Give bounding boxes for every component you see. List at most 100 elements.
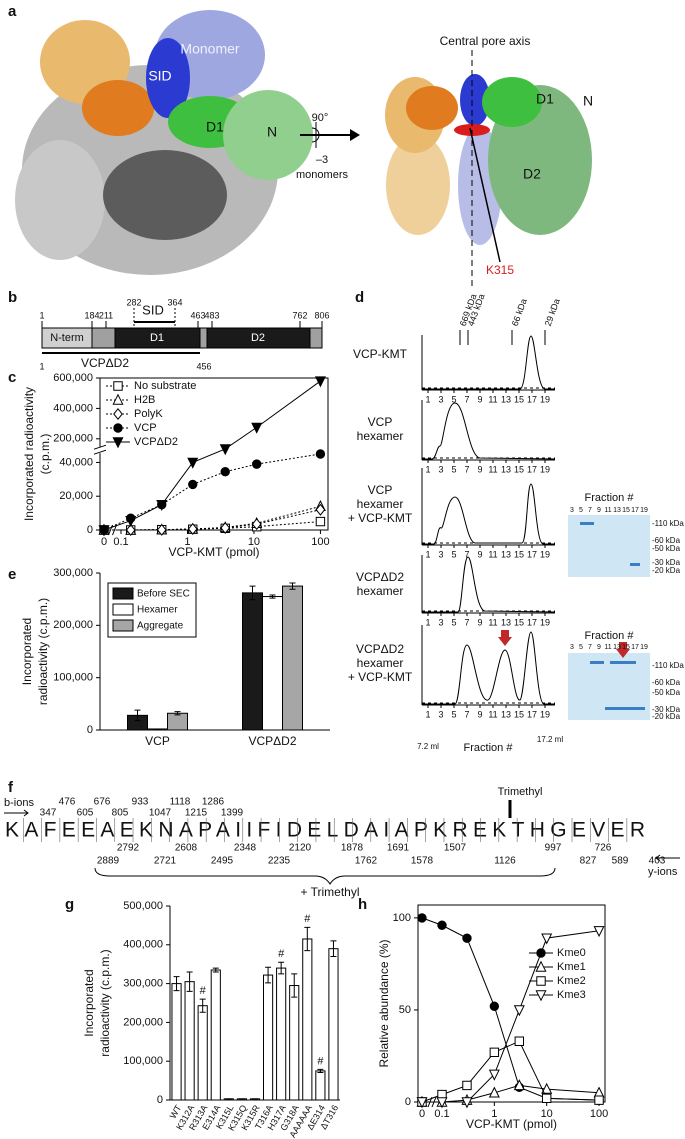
marker — [156, 523, 167, 536]
position: 282 — [126, 297, 141, 307]
gel-fraction: 13 — [613, 644, 621, 651]
gel-marker: -20 kDa — [652, 566, 681, 575]
label: N — [583, 93, 593, 109]
marker — [489, 1047, 500, 1057]
y-axis-label: Incorporated — [82, 969, 96, 1036]
y-tick-label: 100 — [393, 912, 411, 924]
marker — [188, 479, 198, 490]
trace — [422, 483, 555, 545]
row-label: VCPΔD2 — [356, 570, 404, 584]
position: 806 — [314, 310, 329, 320]
fraction: 13 — [501, 549, 511, 559]
structure — [15, 140, 105, 260]
row-label: VCP — [368, 483, 393, 497]
y-ion: 827 — [580, 856, 597, 867]
legend-swatch — [112, 619, 134, 632]
row-label: hexamer — [357, 429, 404, 443]
fraction: 11 — [488, 549, 497, 559]
gel-marker: -60 kDa — [652, 678, 681, 687]
row-label: + VCP-KMT — [348, 670, 413, 684]
row-label: + VCP-KMT — [348, 511, 413, 525]
y-ion: 1578 — [411, 856, 434, 867]
bar — [262, 596, 283, 731]
fraction: 9 — [477, 709, 482, 719]
fraction: 5 — [451, 709, 456, 719]
legend-marker — [113, 408, 123, 420]
gel-marker: -30 kDa — [652, 705, 681, 714]
marker — [417, 913, 427, 923]
y-tick-label: 400,000 — [123, 939, 163, 951]
fraction: 19 — [540, 464, 550, 474]
legend-label: Kme3 — [557, 989, 586, 1001]
bar — [184, 981, 195, 1101]
fraction: 13 — [501, 617, 511, 627]
position: 364 — [167, 297, 182, 307]
b-ion: 1047 — [149, 808, 172, 819]
gel-title: Fraction # — [585, 492, 635, 504]
row-label: VCPΔD2 — [356, 642, 404, 656]
gel-fraction: 17 — [631, 507, 639, 514]
legend-marker — [536, 976, 546, 986]
line — [104, 509, 321, 531]
y-ion: 2792 — [117, 843, 140, 854]
b-ion: 1215 — [185, 808, 208, 819]
marker — [489, 1001, 500, 1011]
error-bar — [291, 973, 298, 998]
x-axis-label: VCP-KMT (pmol) — [168, 545, 259, 559]
x-axis-label: Fraction # — [464, 742, 514, 754]
fraction: 17 — [527, 464, 537, 474]
position: 463 — [190, 310, 205, 320]
fraction: 1 — [425, 709, 430, 719]
label: SID — [148, 68, 171, 84]
line — [421, 1040, 600, 1103]
domain-label: D2 — [251, 332, 265, 344]
label: N — [267, 124, 277, 140]
annotation: # — [200, 985, 207, 997]
modification: Trimethyl — [498, 786, 543, 798]
gel-fraction: 7 — [588, 507, 592, 514]
y-tick-label: 0 — [87, 724, 93, 736]
position: 184 — [84, 310, 99, 320]
volume: 17.2 ml — [537, 735, 563, 744]
y-tick-label: 300,000 — [123, 978, 163, 990]
marker — [125, 524, 136, 536]
marker — [488, 1086, 500, 1098]
y-tick-label: 200,000 — [53, 619, 93, 631]
legend-label: Kme2 — [557, 975, 586, 987]
fraction: 5 — [451, 464, 456, 474]
marker — [219, 444, 231, 456]
domain-label: D1 — [150, 332, 164, 344]
fraction: 7 — [464, 394, 469, 404]
gel-band — [580, 522, 594, 525]
gel-fraction: 11 — [604, 507, 611, 514]
y-ion: 589 — [612, 856, 629, 867]
error-bar — [173, 976, 180, 992]
y-tick-label: 100,000 — [53, 672, 93, 684]
trace — [422, 402, 556, 460]
bar — [282, 585, 303, 731]
y-tick-label: 600,000 — [53, 372, 93, 384]
error-bar — [199, 998, 206, 1013]
frame — [99, 377, 329, 531]
position: 1 — [39, 361, 44, 371]
y-ion: 1507 — [444, 843, 467, 854]
fraction: 5 — [451, 394, 456, 404]
fraction: 7 — [464, 549, 469, 559]
row-label: hexamer — [357, 497, 404, 511]
marker — [125, 516, 137, 528]
fraction: 1 — [425, 549, 430, 559]
fraction: 15 — [514, 617, 524, 627]
x-tick-label: 1 — [184, 536, 190, 548]
label: Monomer — [180, 41, 239, 57]
y-ion: 2889 — [97, 856, 120, 867]
label: D1 — [536, 91, 554, 107]
fraction: 1 — [425, 617, 430, 627]
panel-d: d Fraction # Fraction # Fraction # 7.2 m… — [348, 289, 685, 754]
fraction: 1 — [425, 394, 430, 404]
marker — [436, 1097, 448, 1109]
y-ion: 1691 — [387, 843, 410, 854]
marker — [437, 920, 447, 930]
error-bar — [304, 926, 311, 952]
error-bar — [289, 582, 296, 590]
